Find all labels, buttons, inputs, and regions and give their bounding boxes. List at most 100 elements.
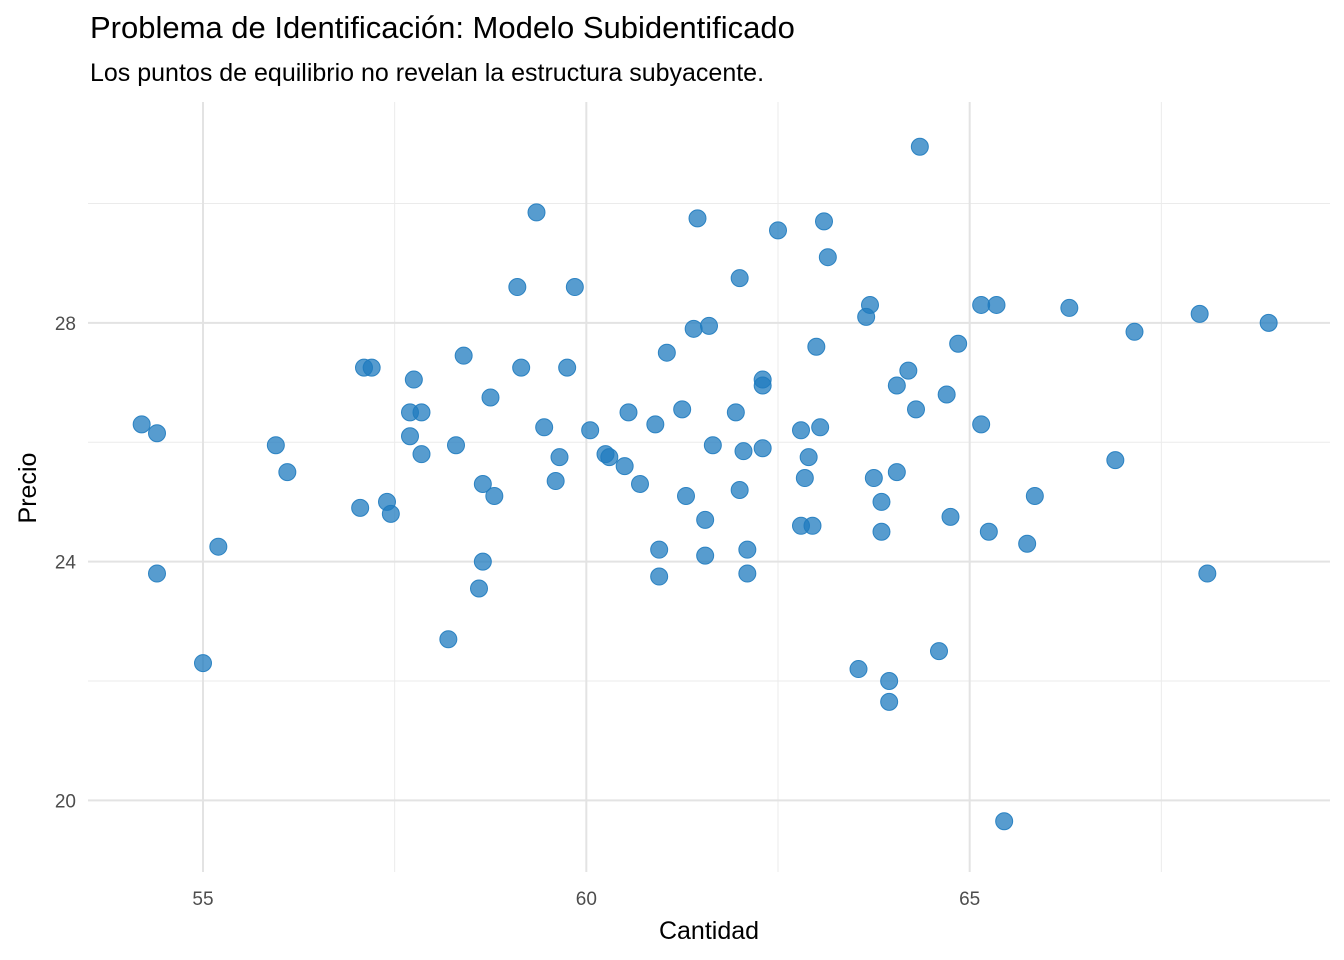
data-point (734, 442, 753, 461)
data-point (887, 376, 906, 395)
y-tick-label: 28 (55, 314, 76, 335)
x-tick-labels: 55 60 65 (192, 889, 980, 910)
data-point (266, 436, 285, 455)
data-point (887, 463, 906, 482)
data-point (738, 540, 757, 559)
data-point (769, 221, 787, 240)
data-point (148, 424, 166, 443)
data-point (987, 295, 1006, 314)
data-point (684, 319, 703, 338)
data-point (581, 421, 600, 440)
data-point (1025, 486, 1044, 505)
y-tick-label: 20 (55, 791, 76, 812)
data-point (818, 248, 837, 267)
data-point (600, 448, 619, 467)
data-point (1018, 534, 1037, 553)
data-point (880, 692, 899, 711)
data-point (815, 212, 833, 231)
data-point (753, 376, 772, 395)
major-gridlines (88, 102, 1330, 872)
data-point (738, 564, 757, 583)
data-point (726, 403, 745, 422)
data-point (535, 418, 554, 437)
x-axis-title: Cantidad (659, 917, 759, 945)
data-point (1198, 564, 1217, 583)
data-point (696, 510, 715, 529)
data-point (899, 361, 918, 380)
data-point (550, 448, 569, 467)
data-point (849, 660, 868, 679)
data-point (795, 469, 814, 488)
data-point (439, 630, 458, 649)
data-point (673, 400, 692, 419)
data-point (1259, 313, 1278, 332)
data-point (1125, 322, 1144, 341)
data-point (351, 498, 370, 517)
data-point (861, 295, 879, 314)
data-point (481, 388, 500, 407)
x-tick-label: 55 (192, 889, 213, 910)
data-point (558, 358, 577, 377)
data-point (615, 457, 634, 476)
data-point (700, 316, 718, 335)
data-point (677, 486, 695, 505)
data-point (811, 418, 830, 437)
data-point (132, 415, 151, 434)
data-point (703, 436, 722, 455)
data-point (864, 469, 883, 488)
data-point (941, 507, 960, 526)
data-point (972, 415, 991, 434)
x-tick-label: 60 (576, 889, 597, 910)
data-point (907, 400, 925, 419)
data-point (688, 209, 707, 228)
data-point (381, 504, 400, 523)
data-point (512, 358, 531, 377)
data-point (546, 472, 565, 491)
data-point (631, 475, 649, 494)
data-point (646, 415, 665, 434)
data-point (565, 278, 584, 297)
data-point (995, 812, 1014, 831)
data-point (650, 567, 669, 586)
data-point (362, 358, 381, 377)
data-points (132, 137, 1278, 831)
data-point (730, 480, 749, 499)
data-point (619, 403, 638, 422)
x-tick-label: 65 (959, 889, 980, 910)
data-point (473, 475, 492, 494)
chart-subtitle: Los puntos de equilibrio no revelan la e… (90, 59, 765, 87)
data-point (753, 439, 772, 458)
data-point (910, 137, 929, 156)
y-tick-label: 24 (55, 553, 77, 574)
data-point (696, 546, 715, 565)
data-point (473, 552, 492, 571)
data-point (209, 537, 228, 556)
data-point (470, 579, 488, 598)
data-point (930, 642, 948, 661)
data-point (872, 492, 891, 511)
data-point (148, 564, 166, 583)
data-point (454, 346, 473, 365)
data-point (937, 385, 956, 404)
data-point (880, 671, 899, 690)
data-point (1060, 298, 1079, 317)
data-point (404, 370, 423, 389)
data-point (508, 278, 527, 297)
data-point (792, 421, 810, 440)
data-point (527, 203, 546, 222)
data-point (194, 654, 212, 673)
data-point (278, 463, 297, 482)
data-point (485, 486, 504, 505)
data-point (949, 334, 968, 353)
data-point (972, 295, 991, 314)
minor-gridlines (88, 102, 1330, 872)
data-point (657, 343, 676, 362)
data-point (401, 427, 419, 446)
data-point (979, 522, 998, 541)
y-tick-labels: 20 24 28 (55, 314, 77, 813)
data-point (872, 522, 891, 541)
data-point (803, 516, 822, 535)
data-point (799, 448, 818, 467)
data-point (1106, 451, 1125, 470)
